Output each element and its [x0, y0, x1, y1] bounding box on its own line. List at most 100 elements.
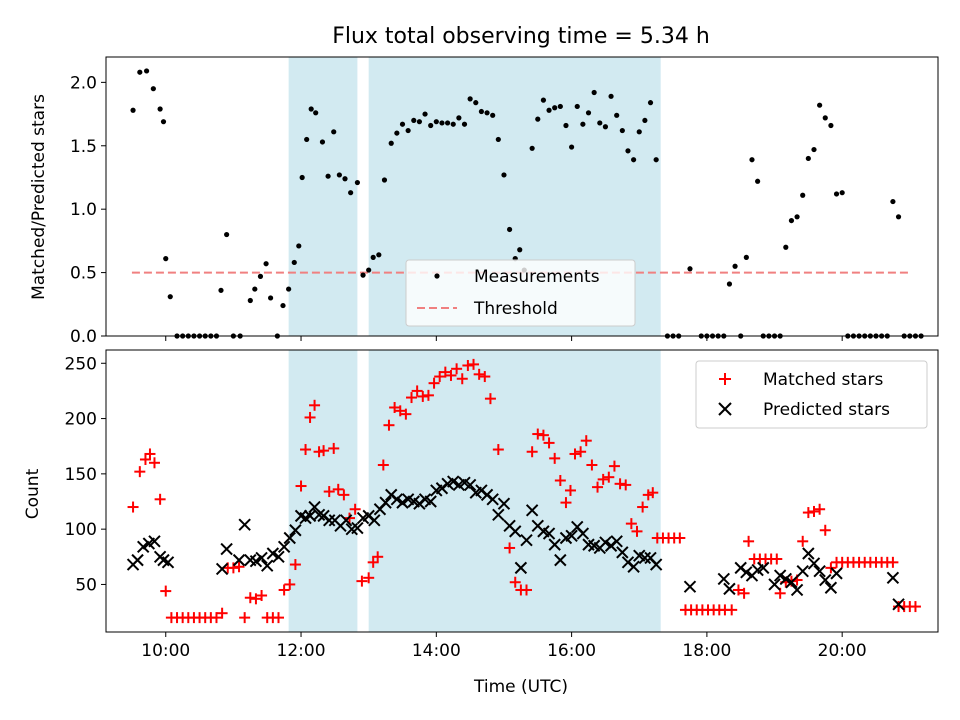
ratio-panel: 0.0 0.5 1.0 1.5 2.0 Flux total observing tim… [29, 24, 939, 347]
matched-star-point [726, 604, 738, 616]
matched-star-point [295, 480, 307, 492]
measurement-point [257, 273, 264, 279]
matched-star-point [216, 607, 228, 619]
measurement-point [794, 214, 800, 220]
matched-star-point [239, 612, 251, 624]
predicted-star-point [610, 535, 623, 548]
measurement-point [749, 157, 755, 163]
count-y-tick-label: 250 [65, 354, 97, 374]
predicted-star-point [424, 495, 437, 508]
predicted-star-point [576, 527, 590, 540]
matched-star-point [732, 584, 744, 596]
matched-star-point [797, 535, 809, 547]
measurement-point [636, 129, 642, 135]
measurement-point [597, 120, 603, 126]
matched-star-point [509, 576, 521, 588]
count-y-tick-label: 100 [65, 520, 97, 540]
measurement-point [642, 117, 648, 124]
measurement-point [247, 297, 253, 304]
predicted-star-point [136, 540, 150, 554]
predicted-star-point [768, 578, 781, 591]
matched-star-point [620, 479, 632, 491]
legend-predicted-marker [718, 402, 732, 416]
legend-measurements-marker [434, 273, 440, 279]
matched-star-point [887, 556, 899, 568]
matched-star-point [492, 444, 504, 456]
measurement-point [839, 190, 845, 196]
ratio-panel-frame [105, 56, 939, 337]
measurement-point [439, 120, 445, 126]
matched-star-point [580, 435, 592, 447]
matched-star-point [328, 442, 340, 454]
matched-star-point [647, 487, 659, 499]
predicted-star-point [779, 572, 793, 586]
predicted-star-point [148, 535, 161, 548]
matched-star-point [597, 473, 609, 485]
ratio-y-tick-label: 2.0 [70, 73, 97, 93]
measurement-point [619, 127, 625, 134]
matched-star-point [278, 584, 290, 596]
measurement-point [296, 243, 302, 249]
predicted-star-point [255, 551, 268, 565]
measurement-point [608, 93, 614, 99]
x-tick-label: 20:00 [818, 641, 867, 661]
matched-star-point [289, 559, 301, 571]
measurement-point [163, 256, 169, 262]
matched-star-point [272, 612, 284, 624]
measurement-point [348, 190, 354, 196]
x-tick-label: 16:00 [547, 641, 596, 661]
measurement-point [895, 214, 902, 220]
matched-star-point [227, 562, 239, 574]
matched-star-point [771, 553, 783, 565]
predicted-star-point [649, 558, 663, 571]
measurement-point [817, 102, 823, 108]
predicted-star-point [220, 542, 233, 556]
matched-star-point [148, 457, 160, 469]
measurement-point [540, 97, 547, 103]
measurement-point [552, 105, 558, 111]
legend-measurements-label: Measurements [474, 267, 600, 287]
matched-star-point [637, 501, 649, 513]
matched-star-point [139, 453, 151, 465]
x-tick-label: 18:00 [682, 641, 731, 661]
legend-matched-label: Matched stars [763, 370, 883, 390]
matched-star-point [134, 466, 146, 478]
predicted-star-point [627, 560, 640, 573]
measurement-point [150, 86, 156, 92]
matched-star-point [603, 471, 615, 483]
measurement-point [308, 106, 314, 112]
ratio-y-tick-label: 0.5 [70, 264, 97, 284]
measurement-point [252, 286, 258, 292]
predicted-star-point [131, 553, 144, 567]
measurement-point [647, 100, 654, 106]
predicted-star-point [463, 478, 477, 492]
predicted-star-point [514, 561, 528, 575]
matched-star-point [363, 572, 375, 584]
predicted-star-point [813, 564, 826, 578]
matched-star-point [468, 358, 480, 370]
predicted-star-point [232, 553, 246, 567]
measurement-point [433, 119, 439, 125]
measurement-point [381, 177, 388, 183]
measurement-point [422, 111, 428, 117]
matched-star-point [825, 562, 837, 574]
matched-star-point [377, 459, 389, 471]
predicted-star-point [351, 521, 364, 535]
measurement-point [319, 139, 326, 145]
predicted-star-point [520, 534, 533, 547]
matched-star-point [389, 402, 401, 414]
predicted-star-point [565, 529, 578, 542]
predicted-star-point [272, 550, 285, 564]
measurement-point [467, 96, 473, 102]
matched-star-point [532, 428, 544, 440]
matched-star-point [521, 584, 533, 596]
predicted-star-point [486, 493, 499, 506]
measurement-point [602, 124, 609, 130]
count-legend-box [695, 360, 928, 429]
matched-star-point [284, 578, 296, 590]
predicted-star-point [525, 504, 539, 517]
measurement-point [224, 231, 230, 238]
matched-star-point [400, 408, 412, 420]
matched-star-point [909, 601, 921, 613]
measurement-point [614, 112, 620, 118]
